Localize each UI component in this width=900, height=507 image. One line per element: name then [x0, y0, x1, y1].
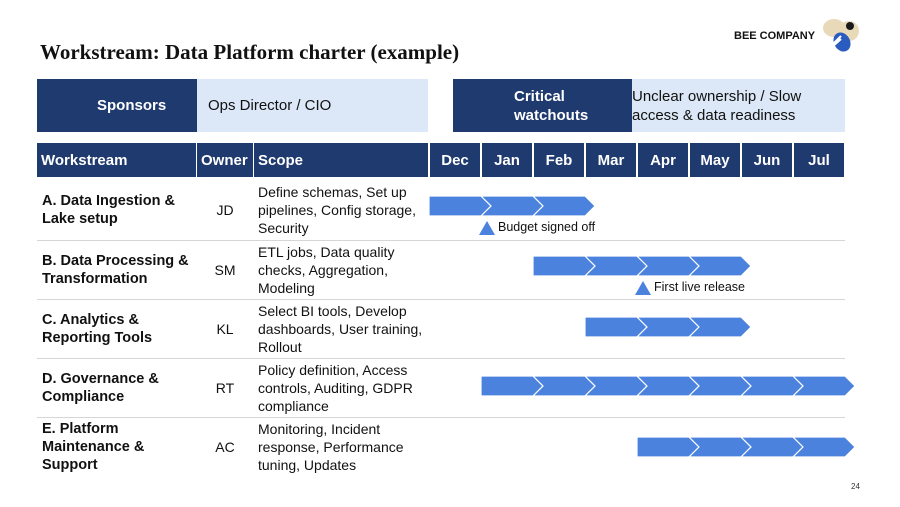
- chevron: [687, 436, 752, 458]
- scope: ETL jobs, Data quality checks, Aggregati…: [258, 243, 395, 296]
- scope: Policy definition, Access controls, Audi…: [258, 361, 413, 414]
- chevron: [636, 436, 700, 458]
- row-separator: [37, 240, 845, 241]
- sponsors-label-box: Sponsors: [37, 79, 197, 132]
- chevron: [739, 436, 804, 458]
- row-separator: [37, 417, 845, 418]
- column-header: Scope: [254, 143, 428, 177]
- chevron: [791, 436, 856, 458]
- month-header: Dec: [430, 143, 480, 177]
- chevron: [739, 375, 804, 397]
- chevron: [635, 255, 700, 277]
- title: Workstream: Data Platform charter (examp…: [40, 40, 460, 64]
- month-header: Jul: [794, 143, 844, 177]
- milestone-label: First live release: [654, 280, 745, 294]
- scope: Define schemas, Set up pipelines, Config…: [258, 184, 416, 236]
- workstream-name: E. Platform Maintenance & Support: [42, 421, 145, 473]
- company-name: BEE COMPANY: [734, 30, 816, 42]
- milestone-marker: [479, 221, 495, 235]
- row-separator: [37, 299, 845, 300]
- workstream-name: C. Analytics & Reporting Tools: [42, 311, 153, 346]
- logo: [823, 19, 859, 52]
- chevron: [687, 375, 752, 397]
- column-header: Owner: [197, 143, 253, 177]
- watchouts-value: Unclear ownership / Slow access & data r…: [632, 79, 845, 132]
- month-header: Mar: [586, 143, 636, 177]
- chevron: [428, 195, 492, 217]
- workstream-name: B. Data Processing & Transformation: [42, 252, 189, 287]
- chevron: [531, 195, 596, 217]
- month-header: May: [690, 143, 740, 177]
- month-header: Apr: [638, 143, 688, 177]
- chevron: [584, 316, 648, 338]
- chevron: [479, 195, 544, 217]
- month-header: Jan: [482, 143, 532, 177]
- month-header: Jun: [742, 143, 792, 177]
- page-number: 24: [851, 482, 860, 491]
- watchouts-label-box: Critical watchouts: [453, 79, 632, 132]
- sponsors-value: Ops Director / CIO: [197, 79, 428, 132]
- scope: Monitoring, Incident response, Performan…: [258, 421, 404, 473]
- chevron: [532, 255, 596, 277]
- month-header: Feb: [534, 143, 584, 177]
- chevron: [791, 375, 856, 397]
- milestone-label: Budget signed off: [498, 220, 596, 234]
- chevron: [687, 316, 752, 338]
- chevron: [635, 316, 700, 338]
- row-separator: [37, 358, 845, 359]
- chevron: [531, 375, 596, 397]
- chevron: [583, 375, 648, 397]
- owner: SM: [214, 261, 236, 278]
- column-header: Workstream: [37, 143, 196, 177]
- chevron: [480, 375, 544, 397]
- scope: Select BI tools, Develop dashboards, Use…: [258, 302, 423, 355]
- milestone-marker: [635, 281, 651, 295]
- workstream-name: A. Data Ingestion & Lake setup: [42, 193, 175, 227]
- workstream-name: D. Governance & Compliance: [42, 370, 159, 405]
- chevron: [635, 375, 700, 397]
- chevron: [583, 255, 648, 277]
- owner: RT: [215, 379, 235, 396]
- chevron: [687, 255, 752, 277]
- owner: AC: [215, 439, 235, 455]
- owner: JD: [216, 202, 234, 218]
- owner: KL: [216, 320, 234, 337]
